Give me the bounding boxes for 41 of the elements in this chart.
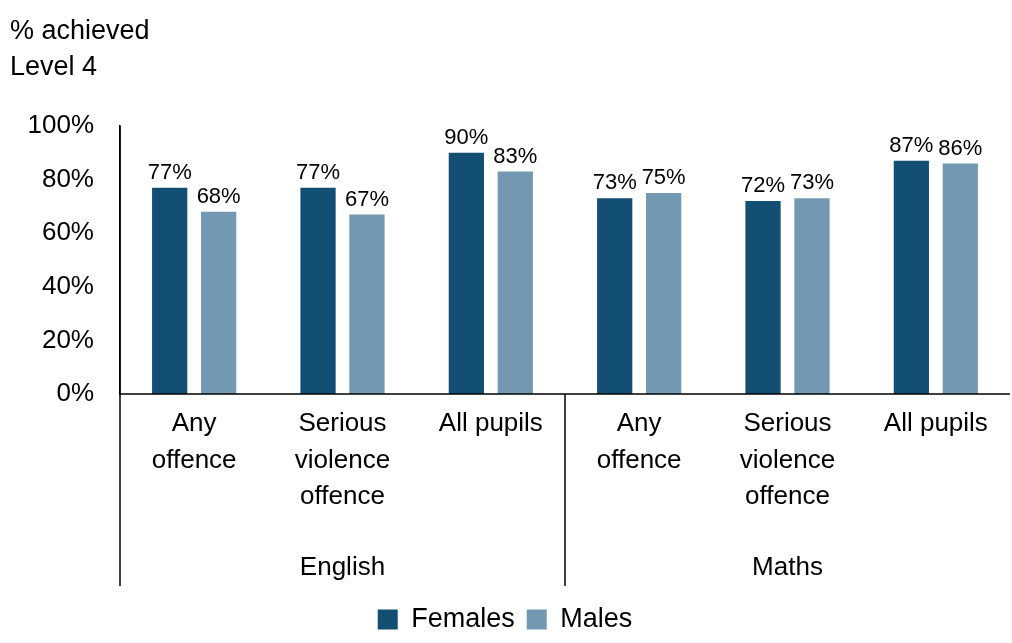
data-label: 87%	[889, 131, 934, 157]
bar	[152, 187, 188, 394]
y-axis-title: % achieved Level 4	[10, 14, 151, 83]
bar	[201, 211, 237, 394]
bar	[745, 201, 781, 394]
y-tick-label: 100%	[27, 109, 94, 140]
bar	[448, 152, 484, 394]
data-label: 86%	[938, 134, 983, 160]
y-tick-label: 60%	[41, 216, 94, 247]
data-label: 73%	[592, 169, 637, 195]
bar	[349, 214, 385, 394]
bar	[597, 198, 633, 394]
bar	[942, 163, 978, 394]
x-tick-label: Any offence	[151, 407, 237, 474]
bar	[893, 160, 929, 394]
x-tick-label: Any offence	[596, 407, 682, 474]
y-tick-label: 20%	[41, 323, 94, 354]
data-label: 75%	[641, 164, 686, 190]
data-label: 73%	[789, 169, 834, 195]
data-label: 68%	[196, 182, 241, 208]
data-label: 77%	[296, 158, 341, 184]
legend-label: Males	[560, 602, 633, 633]
x-tick-label: All pupils	[438, 407, 543, 438]
bar	[794, 198, 830, 394]
data-label: 77%	[147, 158, 192, 184]
data-label: 67%	[344, 185, 389, 211]
bar	[300, 187, 336, 394]
y-tick-label: 80%	[41, 162, 94, 193]
x-tick-label: All pupils	[883, 407, 988, 438]
y-tick-label: 0%	[56, 377, 94, 408]
legend-label: Females	[411, 602, 515, 633]
y-tick-label: 40%	[41, 269, 94, 300]
x-tick-label: Serious violence offence	[739, 407, 836, 511]
text: Maths	[752, 551, 823, 582]
bar	[646, 193, 682, 394]
data-label: 90%	[444, 123, 489, 149]
data-label: 72%	[741, 172, 786, 198]
text: English	[299, 551, 386, 582]
data-label: 83%	[493, 142, 538, 168]
x-tick-label: Serious violence offence	[294, 407, 391, 511]
bar	[497, 171, 533, 394]
